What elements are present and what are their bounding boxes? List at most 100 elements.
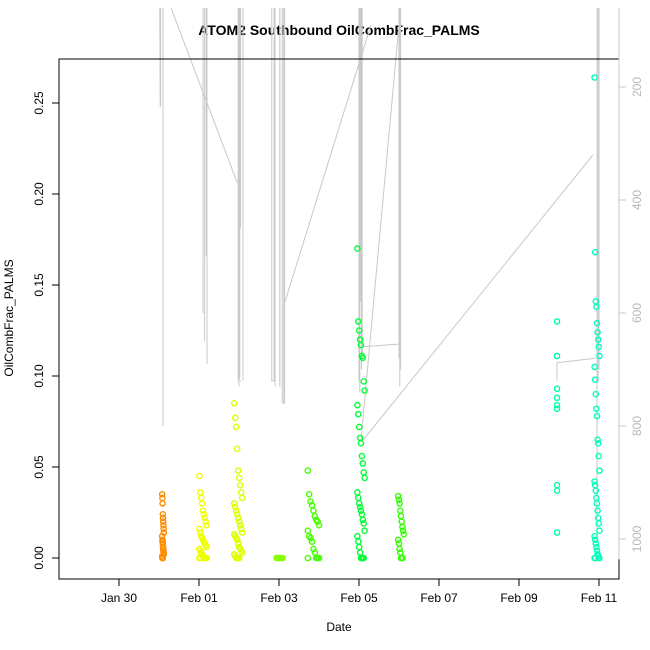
data-point — [553, 352, 561, 360]
pressure-trace — [159, 7, 600, 539]
data-point — [359, 460, 367, 467]
data-point — [160, 521, 167, 529]
data-point — [591, 554, 599, 562]
data-points — [158, 74, 603, 562]
data-point — [235, 554, 243, 562]
right-tick-label: 400 — [630, 190, 644, 210]
x-tick-label: Feb 07 — [420, 591, 458, 605]
data-point — [234, 540, 242, 547]
x-tick-label: Feb 01 — [180, 591, 218, 605]
data-point — [361, 527, 368, 535]
data-point — [196, 472, 203, 480]
data-point — [236, 481, 244, 489]
data-point — [361, 387, 368, 394]
data-point — [232, 423, 240, 431]
data-point — [357, 440, 365, 447]
data-point — [361, 474, 368, 482]
data-point — [357, 341, 365, 349]
x-axis: Jan 30 Feb 01 Feb 03 Feb 05 Feb 07 Feb 09 Feb … — [101, 578, 618, 605]
data-point — [233, 536, 241, 544]
data-point — [314, 518, 321, 525]
data-point — [592, 540, 600, 547]
pressure-transit — [360, 24, 400, 441]
data-point — [399, 523, 406, 531]
data-point — [591, 536, 599, 544]
y-tick-label: 0.15 — [32, 273, 46, 297]
data-point — [196, 529, 204, 536]
data-point — [553, 529, 561, 536]
data-point — [196, 525, 203, 533]
data-point — [354, 401, 361, 409]
data-point — [596, 527, 603, 535]
data-point — [238, 549, 246, 556]
series-flight9 — [591, 74, 603, 562]
data-point — [553, 487, 561, 494]
data-point — [315, 521, 323, 529]
y-tick-label: 0.00 — [32, 546, 46, 570]
data-point — [355, 423, 363, 431]
x-tick-label: Feb 03 — [260, 591, 298, 605]
data-point — [595, 343, 603, 351]
data-point — [359, 354, 367, 362]
data-point — [591, 248, 599, 256]
data-point — [396, 545, 403, 553]
data-point — [159, 511, 167, 518]
series-flight7 — [394, 492, 408, 562]
data-point — [360, 520, 368, 527]
data-point — [357, 507, 365, 514]
data-point — [159, 500, 166, 507]
x-axis-label: Date — [326, 620, 352, 634]
data-point — [596, 352, 603, 360]
right-tick-label: 1000 — [630, 525, 644, 552]
data-point — [160, 525, 167, 533]
right-axis: 200 400 600 800 1000 — [618, 7, 644, 560]
data-point — [198, 500, 206, 507]
series-flight2 — [196, 472, 210, 562]
data-point — [594, 507, 601, 514]
data-point — [231, 503, 239, 511]
data-point — [355, 500, 363, 507]
data-point — [593, 500, 601, 507]
series-flight1 — [158, 490, 168, 562]
data-point — [593, 303, 600, 311]
data-point — [158, 490, 166, 498]
data-point — [354, 245, 361, 252]
data-point — [201, 514, 209, 522]
chart-title: ATOM2 Southbound OilCombFrac_PALMS — [198, 22, 480, 38]
data-point — [595, 452, 603, 460]
series-flight3 — [230, 399, 246, 562]
data-point — [230, 500, 238, 507]
series-flight8 — [553, 318, 561, 536]
right-tick-label: 800 — [630, 416, 644, 436]
x-tick-label: Feb 11 — [581, 591, 618, 605]
data-point — [160, 529, 168, 536]
data-point — [202, 518, 209, 525]
data-point — [553, 385, 561, 393]
data-point — [395, 496, 403, 504]
data-point — [354, 318, 362, 325]
data-point — [594, 336, 602, 343]
data-point — [235, 518, 243, 525]
data-point — [279, 554, 286, 562]
data-point — [159, 518, 167, 525]
data-point — [358, 452, 366, 460]
data-point — [595, 520, 603, 527]
y-tick-label: 0.25 — [32, 91, 46, 115]
data-point — [591, 376, 599, 383]
data-point — [304, 467, 312, 474]
right-tick-label: 200 — [630, 77, 644, 97]
data-point — [234, 467, 242, 474]
data-point — [203, 554, 210, 562]
right-tick-label: 600 — [630, 303, 644, 323]
x-tick-label: Feb 05 — [340, 591, 378, 605]
data-point — [594, 436, 601, 444]
x-tick-label: Jan 30 — [101, 591, 137, 605]
data-point — [238, 494, 246, 502]
data-point — [593, 319, 601, 327]
series-flight4 — [273, 554, 286, 562]
data-point — [553, 318, 561, 325]
data-point — [203, 521, 210, 529]
data-point — [235, 474, 243, 482]
